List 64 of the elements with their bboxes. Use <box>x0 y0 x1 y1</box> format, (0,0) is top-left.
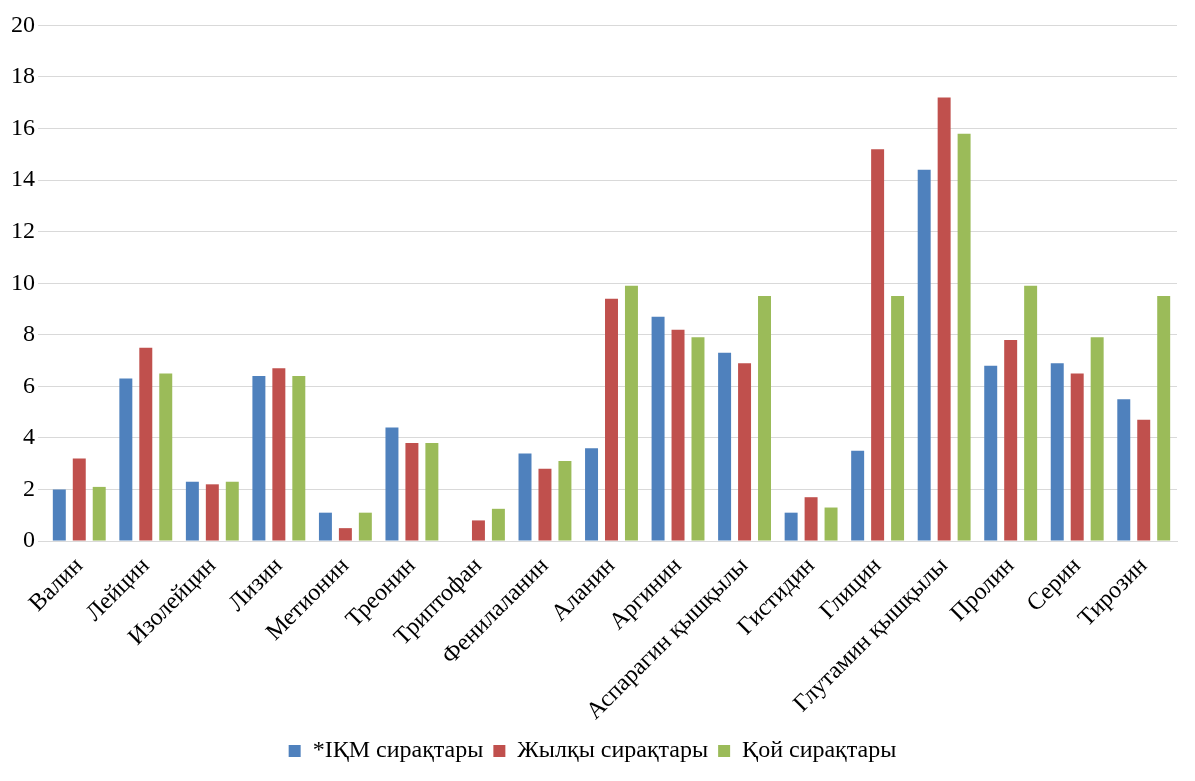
bar <box>159 373 173 541</box>
bar <box>185 481 199 541</box>
y-tick-label: 6 <box>23 371 35 398</box>
bar <box>292 376 306 541</box>
bar <box>538 468 552 541</box>
y-tick-label: 2 <box>23 474 35 501</box>
bar <box>471 520 485 541</box>
bar <box>558 461 572 541</box>
bar <box>338 528 352 541</box>
y-tick-label: 18 <box>11 62 35 89</box>
y-tick-label: 10 <box>11 268 35 295</box>
bar <box>758 296 771 541</box>
bar <box>784 512 798 541</box>
y-tick-label: 16 <box>11 113 35 140</box>
bar <box>272 368 286 541</box>
bar <box>871 149 885 541</box>
bar <box>205 484 219 541</box>
bar <box>119 378 133 541</box>
bar <box>52 489 66 541</box>
bar <box>405 443 419 541</box>
y-tick-label: 0 <box>23 526 35 553</box>
bar <box>651 316 665 541</box>
bar <box>1157 296 1171 541</box>
y-tick-label: 20 <box>11 10 35 37</box>
bar <box>1024 285 1038 541</box>
bar <box>691 337 705 541</box>
bar <box>72 458 86 541</box>
bar <box>891 296 905 541</box>
bar <box>1117 399 1131 541</box>
bar <box>804 497 818 541</box>
bar <box>917 169 931 541</box>
bar <box>718 352 732 541</box>
bar <box>1070 373 1084 541</box>
bar <box>957 133 971 541</box>
legend-label: Қой сирақтары <box>742 736 897 763</box>
bar <box>1050 363 1064 541</box>
bar <box>605 298 618 541</box>
legend-label: *ІҚМ сирақтары <box>312 736 484 763</box>
bar <box>252 376 266 541</box>
bar <box>425 443 439 541</box>
bar <box>139 347 153 541</box>
y-tick-label: 12 <box>11 216 35 243</box>
bar <box>518 453 532 541</box>
bar <box>824 507 838 541</box>
bar <box>491 508 505 541</box>
bar <box>937 97 951 541</box>
legend-label: Жылқы сирақтары <box>517 736 709 763</box>
bar <box>358 512 372 541</box>
bar <box>1137 419 1151 541</box>
bar <box>624 285 638 541</box>
bar <box>225 481 239 541</box>
bar <box>671 329 685 541</box>
bar <box>585 448 599 541</box>
bar <box>984 365 998 541</box>
bar <box>92 486 106 541</box>
bar <box>318 512 332 541</box>
bar <box>738 363 752 541</box>
bar <box>385 427 399 541</box>
y-tick-label: 8 <box>23 320 35 347</box>
bar <box>851 450 865 541</box>
bar <box>1004 339 1018 541</box>
bar <box>1090 337 1104 541</box>
y-tick-label: 4 <box>23 423 35 450</box>
y-tick-label: 14 <box>11 165 35 192</box>
